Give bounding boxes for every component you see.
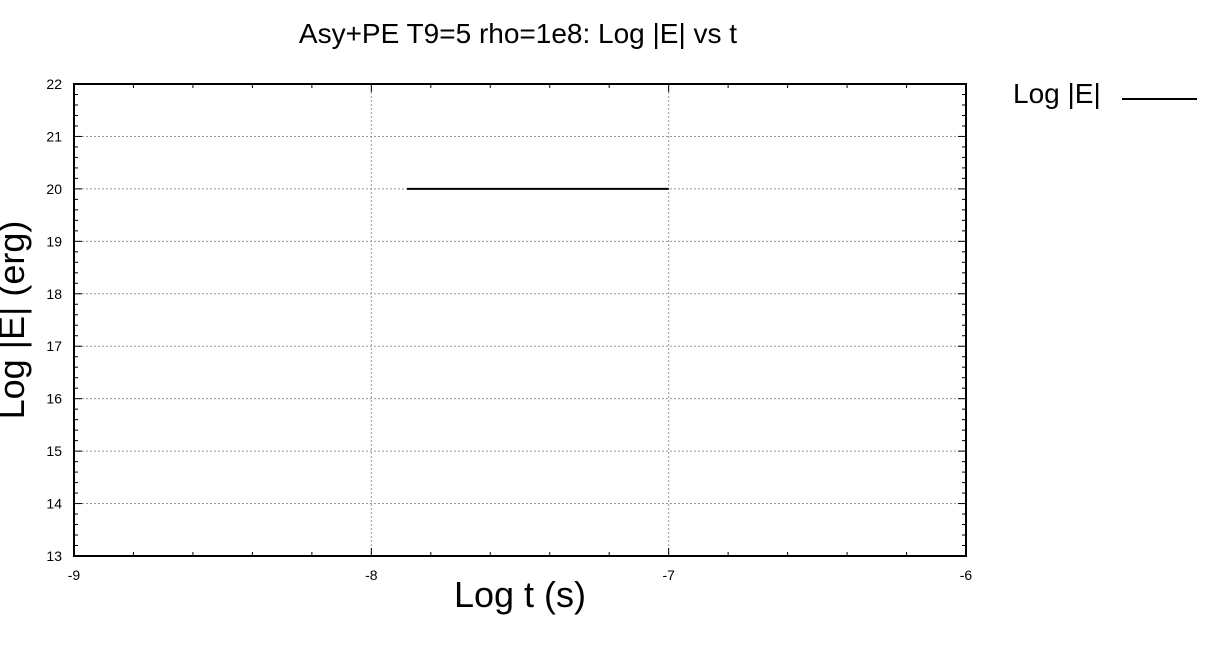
x-tick-label: -7 bbox=[662, 567, 675, 583]
x-tick-label: -6 bbox=[960, 567, 973, 583]
y-tick-label: 15 bbox=[46, 443, 62, 459]
x-tick-label: -8 bbox=[365, 567, 378, 583]
y-tick-label: 22 bbox=[46, 76, 62, 92]
x-axis-label: Log t (s) bbox=[453, 574, 587, 615]
chart-title: Asy+PE T9=5 rho=1e8: Log |E| vs t bbox=[298, 18, 738, 49]
legend-line-swatch bbox=[1122, 98, 1197, 100]
y-tick-label: 13 bbox=[46, 548, 62, 564]
y-tick-label: 20 bbox=[46, 181, 62, 197]
plot-frame bbox=[73, 83, 967, 557]
y-tick-label: 18 bbox=[46, 286, 62, 302]
y-tick-label: 17 bbox=[46, 338, 62, 354]
y-tick-label: 14 bbox=[46, 496, 62, 512]
y-tick-label: 21 bbox=[46, 128, 62, 144]
y-tick-label: 16 bbox=[46, 391, 62, 407]
y-tick-label: 19 bbox=[46, 233, 62, 249]
x-tick-label: -9 bbox=[68, 567, 81, 583]
y-axis-label: Log |E| (erg) bbox=[0, 220, 32, 420]
legend-entry-label: Log |E| bbox=[1013, 78, 1101, 109]
